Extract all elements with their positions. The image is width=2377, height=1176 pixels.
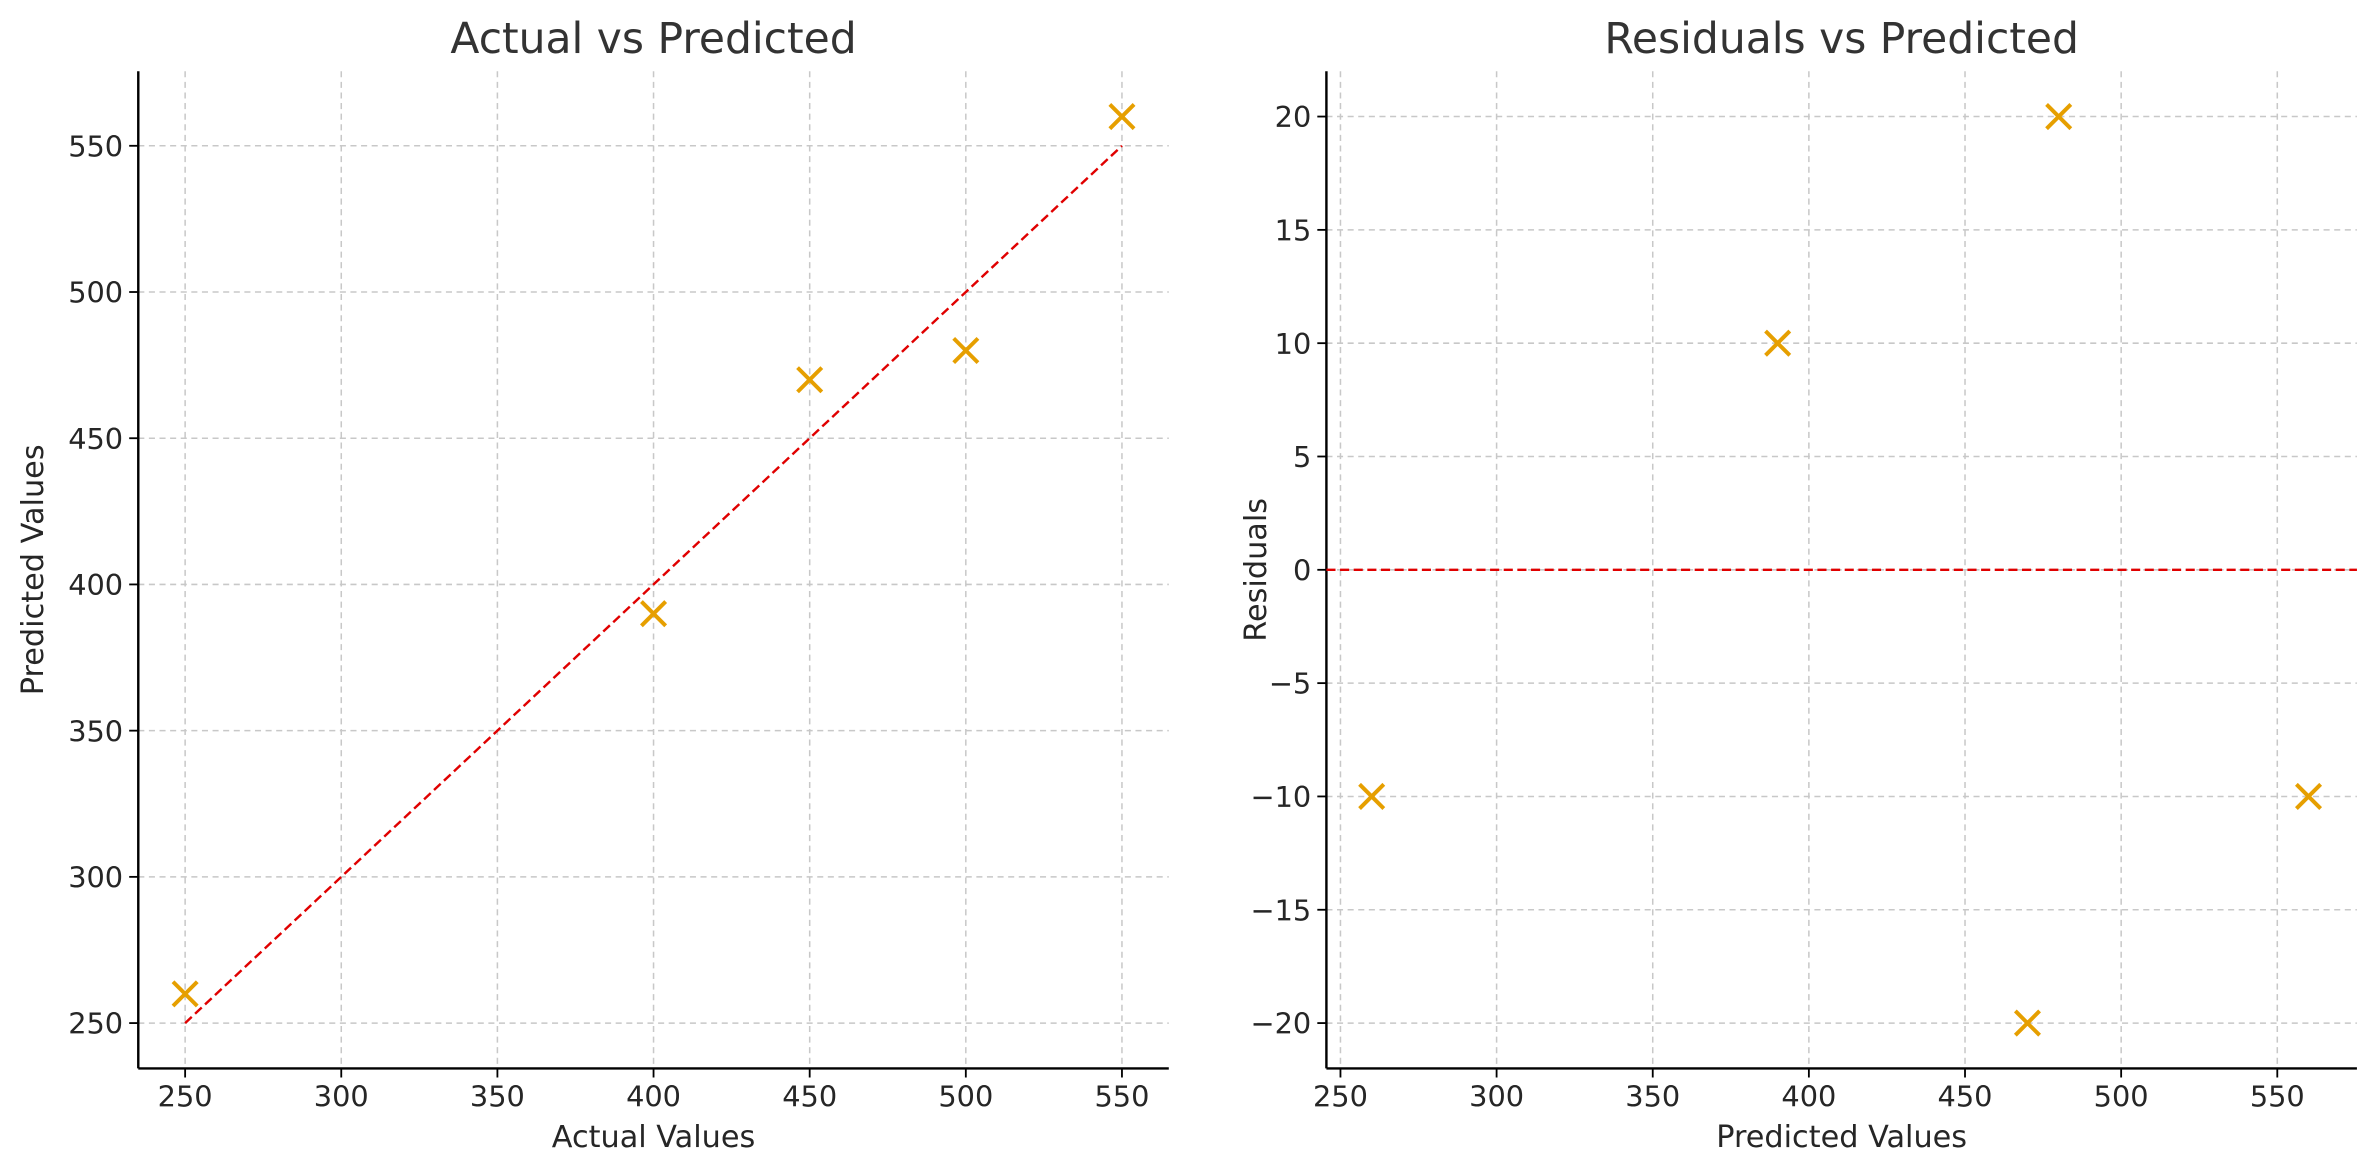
y-tick-label: −5 bbox=[1269, 667, 1311, 701]
y-tick-label: 20 bbox=[1275, 100, 1312, 134]
y-tick-label: 300 bbox=[68, 860, 123, 894]
y-tick-label: −10 bbox=[1251, 780, 1312, 814]
y-tick-label: 500 bbox=[68, 276, 123, 310]
x-tick-label: 550 bbox=[2250, 1079, 2305, 1113]
y-axis-label: Residuals bbox=[1239, 498, 1274, 642]
x-tick-label: 500 bbox=[2094, 1079, 2149, 1113]
chart-title: Actual vs Predicted bbox=[450, 15, 856, 64]
y-tick-label: 550 bbox=[68, 129, 123, 163]
x-tick-label: 500 bbox=[938, 1079, 993, 1113]
y-tick-label: −20 bbox=[1251, 1007, 1312, 1041]
x-tick-label: 250 bbox=[1313, 1079, 1368, 1113]
x-tick-label: 450 bbox=[1938, 1079, 1993, 1113]
x-axis-label: Predicted Values bbox=[1716, 1120, 1967, 1155]
point-marker bbox=[2013, 1009, 2041, 1037]
x-tick-label: 300 bbox=[314, 1079, 369, 1113]
point-marker bbox=[796, 366, 824, 394]
x-tick-label: 450 bbox=[782, 1079, 837, 1113]
subplot: 250 300 350 400 450 500 550 250 300 350 400 450 500 5… bbox=[16, 15, 1169, 1155]
y-tick-label: 15 bbox=[1275, 213, 1312, 247]
y-axis-label: Predicted Values bbox=[16, 444, 51, 695]
point-marker bbox=[952, 336, 980, 365]
chart-title: Residuals vs Predicted bbox=[1604, 15, 2079, 64]
point-marker bbox=[640, 600, 668, 628]
y-tick-label: 350 bbox=[68, 714, 123, 748]
y-tick-label: 250 bbox=[68, 1007, 123, 1041]
subplot: 250 300 350 400 450 500 550 −20 −15 −10 −5 0 5 10 15 20… bbox=[1239, 15, 2357, 1155]
point-marker bbox=[1108, 103, 1136, 131]
x-tick-label: 400 bbox=[626, 1079, 681, 1113]
x-tick-label: 300 bbox=[1469, 1079, 1524, 1113]
point-marker bbox=[171, 980, 199, 1008]
x-tick-label: 550 bbox=[1094, 1079, 1149, 1113]
x-tick-label: 400 bbox=[1781, 1079, 1836, 1113]
point-marker bbox=[1764, 329, 1792, 357]
point-marker bbox=[1358, 782, 1386, 810]
y-tick-label: 0 bbox=[1293, 553, 1311, 587]
x-tick-label: 350 bbox=[470, 1079, 525, 1113]
point-marker bbox=[2045, 103, 2073, 131]
x-axis-label: Actual Values bbox=[552, 1120, 756, 1155]
x-tick-label: 350 bbox=[1625, 1079, 1680, 1113]
reference-line bbox=[184, 144, 1123, 1024]
y-tick-label: 10 bbox=[1275, 327, 1312, 361]
y-tick-label: 400 bbox=[68, 568, 123, 602]
point-marker bbox=[2295, 782, 2323, 810]
y-tick-label: 450 bbox=[68, 422, 123, 456]
x-tick-label: 250 bbox=[158, 1079, 213, 1113]
y-tick-label: −15 bbox=[1251, 893, 1312, 927]
y-tick-label: 5 bbox=[1293, 440, 1311, 474]
